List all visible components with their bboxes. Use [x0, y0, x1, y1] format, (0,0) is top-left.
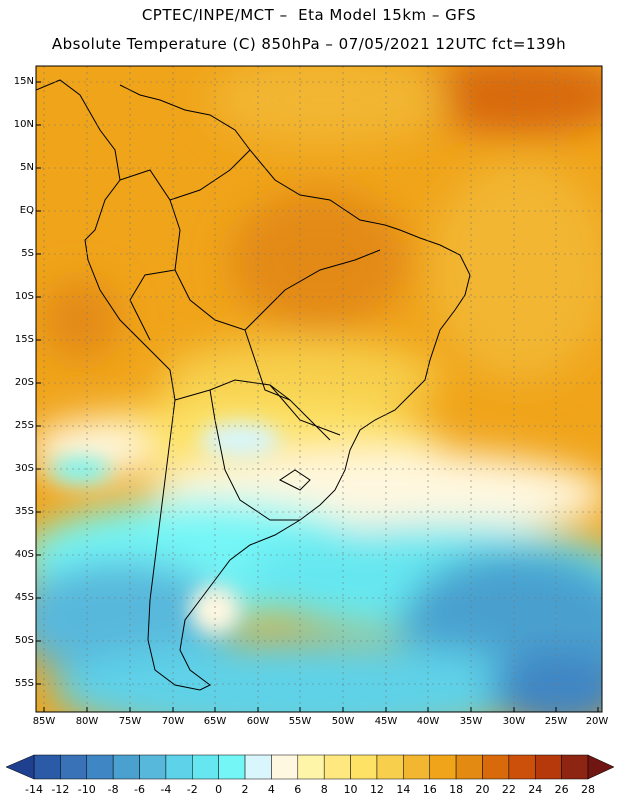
- lon-label: 55W: [288, 716, 312, 727]
- colorbar-right-arrow: [587, 754, 615, 780]
- colorbar-cell: [297, 754, 325, 780]
- colorbar-label: 28: [581, 783, 595, 796]
- colorbar-label: 22: [501, 783, 516, 796]
- colorbar-label: -6: [134, 783, 145, 796]
- colorbar-cell: [323, 754, 351, 780]
- colorbar-label: 18: [449, 783, 464, 796]
- temperature-field: [36, 66, 602, 712]
- colorbar-cells: [33, 754, 589, 780]
- lon-label: 85W: [32, 716, 56, 727]
- colorbar-cell: [482, 754, 510, 780]
- map-title-line1: CPTEC/INPE/MCT – Eta Model 15km – GFS: [141, 6, 477, 24]
- colorbar-label: 26: [554, 783, 569, 796]
- colorbar-label: -4: [160, 783, 172, 796]
- lat-label: 40S: [14, 549, 34, 560]
- colorbar-label: 4: [267, 783, 275, 796]
- colorbar-cell: [33, 754, 61, 780]
- map-title-line2: Absolute Temperature (C) 850hPa – 07/05/…: [51, 35, 567, 53]
- colorbar-cell: [244, 754, 272, 780]
- graticule: [36, 66, 602, 712]
- lon-label: 60W: [246, 716, 270, 727]
- colorbar-cell: [271, 754, 299, 780]
- lat-label: 15S: [14, 334, 34, 345]
- colorbar-label: -8: [107, 783, 119, 796]
- colorbar-cell: [86, 754, 114, 780]
- colorbar-cell: [60, 754, 88, 780]
- colorbar-label: -14: [25, 783, 43, 796]
- colorbar-cell: [218, 754, 246, 780]
- lon-label: 70W: [161, 716, 185, 727]
- lon-label: 30W: [502, 716, 526, 727]
- lon-label: 50W: [331, 716, 355, 727]
- lat-label: 45S: [14, 592, 34, 603]
- lat-label: 30S: [14, 463, 34, 474]
- colorbar-label: 12: [369, 783, 384, 796]
- lat-label: 50S: [14, 635, 34, 646]
- lon-label: 40W: [416, 716, 440, 727]
- colorbar-cell: [192, 754, 219, 780]
- lon-label: 80W: [75, 716, 99, 727]
- colorbar-label: 14: [396, 783, 411, 796]
- colorbar-cell: [165, 754, 193, 780]
- colorbar-cell: [376, 754, 404, 780]
- country-borders: [36, 79, 471, 691]
- colorbar-label: -10: [77, 783, 96, 796]
- colorbar-cell: [561, 754, 589, 780]
- colorbar-cell: [139, 754, 167, 780]
- colorbar-cell: [455, 754, 483, 780]
- map-frame: [35, 65, 603, 713]
- lat-label: 5S: [21, 248, 34, 259]
- colorbar-cell: [429, 754, 457, 780]
- colorbar-cell: [508, 754, 536, 780]
- lon-label: 20W: [585, 716, 609, 727]
- colorbar-label: 10: [343, 783, 358, 796]
- colorbar-label: 0: [215, 783, 223, 796]
- colorbar-label: 2: [241, 783, 249, 796]
- lon-label: 45W: [374, 716, 398, 727]
- axis-ticks: [36, 81, 599, 712]
- lat-label: 15N: [13, 76, 34, 87]
- colorbar-label: 16: [422, 783, 437, 796]
- lon-label: 25W: [544, 716, 568, 727]
- lat-label: 5N: [20, 162, 34, 173]
- colorbar-cell: [112, 754, 140, 780]
- colorbar-cell: [350, 754, 378, 780]
- colorbar-label: 20: [475, 783, 490, 796]
- colorbar-cell: [534, 754, 562, 780]
- colorbar-label: 24: [528, 783, 543, 796]
- lon-label: 75W: [118, 716, 142, 727]
- lon-label: 65W: [203, 716, 227, 727]
- lat-label: 25S: [14, 420, 34, 431]
- lat-label: 10S: [14, 291, 34, 302]
- lat-label: EQ: [19, 205, 34, 216]
- colorbar-cell: [403, 754, 430, 780]
- colorbar-label: -12: [51, 783, 70, 796]
- colorbar-label: 8: [320, 783, 328, 796]
- lat-label: 55S: [14, 678, 34, 689]
- lat-label: 20S: [14, 377, 34, 388]
- lat-label: 10N: [13, 119, 34, 130]
- lat-label: 35S: [14, 506, 34, 517]
- colorbar-label: -2: [186, 783, 198, 796]
- colorbar-left-arrow: [5, 754, 35, 780]
- lon-label: 35W: [459, 716, 483, 727]
- colorbar-label: 6: [294, 783, 302, 796]
